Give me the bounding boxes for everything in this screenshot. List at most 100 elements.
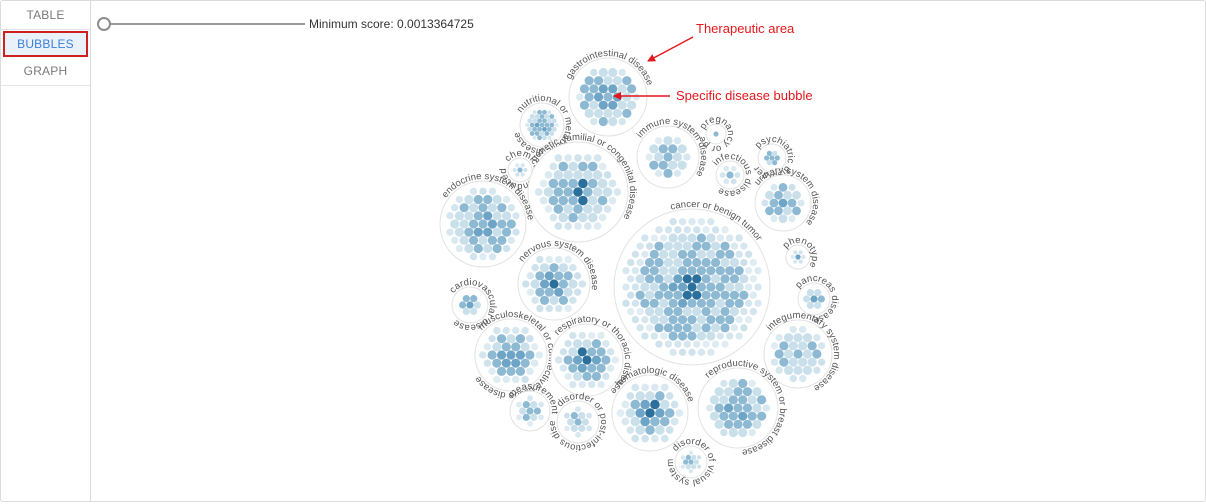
disease-bubble[interactable] [770,358,779,366]
disease-bubble[interactable] [568,212,578,223]
disease-bubble[interactable] [525,123,530,127]
disease-bubble[interactable] [516,401,522,408]
disease-bubble[interactable] [658,144,668,154]
disease-bubble[interactable] [710,274,721,284]
disease-bubble[interactable] [593,154,602,162]
disease-bubble[interactable] [655,425,665,435]
disease-bubble[interactable] [697,348,706,357]
disease-bubble[interactable] [627,307,635,316]
disease-bubble[interactable] [774,349,784,359]
disease-bubble[interactable] [635,274,645,284]
disease-bubble[interactable] [515,350,526,360]
disease-bubble[interactable] [649,144,659,154]
disease-bubble[interactable] [587,178,598,189]
disease-bubble[interactable] [532,126,538,132]
disease-bubble[interactable] [468,219,479,229]
disease-bubble[interactable] [688,450,694,455]
disease-bubble[interactable] [733,403,743,413]
disease-bubble[interactable] [564,372,572,381]
disease-bubble[interactable] [730,324,739,332]
disease-bubble[interactable] [801,254,806,260]
disease-bubble[interactable] [563,204,573,214]
disease-bubble[interactable] [631,250,640,259]
disease-bubble[interactable] [649,160,659,170]
disease-bubble[interactable] [488,334,496,343]
disease-bubble[interactable] [590,117,598,126]
disease-bubble[interactable] [464,227,474,237]
disease-bubble[interactable] [659,282,669,292]
disease-bubble[interactable] [721,226,729,234]
disease-bubble[interactable] [788,341,798,351]
disease-bubble[interactable] [663,306,674,317]
disease-bubble[interactable] [544,271,554,281]
disease-bubble[interactable] [803,295,811,303]
disease-bubble[interactable] [640,416,650,427]
disease-bubble[interactable] [564,304,572,313]
disease-bubble[interactable] [748,379,756,388]
disease-bubble[interactable] [738,395,748,405]
disease-bubble[interactable] [608,67,618,78]
disease-bubble[interactable] [793,259,798,264]
disease-bubble[interactable] [468,203,479,213]
disease-bubble[interactable] [807,341,817,351]
disease-bubble[interactable] [488,252,497,261]
disease-bubble[interactable] [817,342,826,350]
disease-bubble[interactable] [603,76,613,86]
disease-bubble[interactable] [723,178,730,185]
disease-bubble[interactable] [464,243,474,254]
disease-bubble[interactable] [673,323,683,333]
disease-bubble[interactable] [530,279,540,289]
disease-bubble[interactable] [558,263,569,273]
disease-bubble[interactable] [483,227,493,237]
disease-bubble[interactable] [802,365,813,375]
disease-bubble[interactable] [462,307,470,315]
disease-bubble[interactable] [591,355,602,365]
disease-bubble[interactable] [635,408,645,418]
disease-bubble[interactable] [790,254,795,260]
disease-bubble[interactable] [581,418,589,426]
disease-bubble[interactable] [813,366,821,375]
disease-bubble[interactable] [549,263,559,273]
disease-bubble[interactable] [729,257,740,268]
disease-bubble[interactable] [487,219,498,229]
disease-bubble[interactable] [546,118,552,124]
disease-bubble[interactable] [573,187,583,197]
disease-bubble[interactable] [593,92,604,102]
disease-bubble[interactable] [578,412,586,420]
disease-bubble[interactable] [483,343,492,351]
disease-bubble[interactable] [598,213,607,222]
disease-bubble[interactable] [664,340,673,348]
disease-bubble[interactable] [723,387,734,397]
disease-bubble[interactable] [454,211,465,221]
disease-bubble[interactable] [572,371,583,381]
disease-bubble[interactable] [793,250,798,255]
disease-bubble[interactable] [715,249,725,259]
disease-bubble[interactable] [766,150,772,156]
disease-bubble[interactable] [455,195,464,204]
disease-bubble[interactable] [520,172,525,177]
disease-bubble[interactable] [567,418,575,426]
disease-bubble[interactable] [598,84,608,94]
disease-bubble[interactable] [798,250,803,255]
disease-bubble[interactable] [544,122,550,128]
disease-bubble[interactable] [659,315,669,325]
disease-bubble[interactable] [726,171,734,179]
disease-bubble[interactable] [548,178,559,189]
disease-bubble[interactable] [709,411,720,421]
disease-bubble[interactable] [483,194,493,205]
disease-bubble[interactable] [654,274,664,284]
disease-bubble[interactable] [640,399,650,410]
disease-bubble[interactable] [622,299,630,308]
disease-bubble[interactable] [539,196,548,205]
disease-bubble[interactable] [551,126,557,132]
disease-bubble[interactable] [574,222,582,230]
disease-bubble[interactable] [492,358,502,368]
disease-bubble[interactable] [493,375,501,384]
disease-bubble[interactable] [446,212,454,220]
therapeutic-area-immune[interactable]: immune system disease [635,116,710,190]
disease-bubble[interactable] [775,333,783,342]
disease-bubble[interactable] [603,171,612,179]
disease-bubble[interactable] [687,233,697,243]
disease-bubble[interactable] [547,135,552,140]
disease-bubble[interactable] [592,204,603,214]
